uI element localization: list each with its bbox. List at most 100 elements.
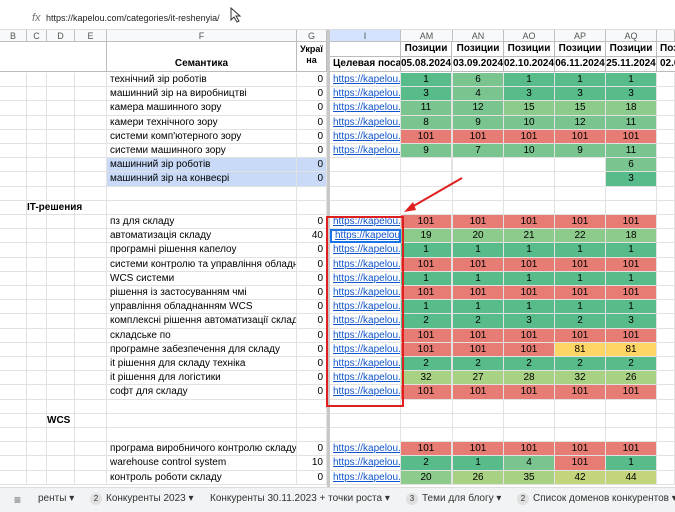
url[interactable]: https://kapelou.co bbox=[330, 470, 401, 485]
column-header[interactable]: C bbox=[27, 30, 47, 42]
position-cell: 18 bbox=[606, 229, 657, 244]
url[interactable]: https://kapelou.co bbox=[330, 144, 401, 159]
position-cell: 20 bbox=[401, 470, 452, 485]
position-cell: 101 bbox=[401, 328, 452, 343]
column-header[interactable]: F bbox=[107, 30, 297, 42]
cell bbox=[27, 186, 47, 201]
position-cell: 101 bbox=[453, 257, 504, 272]
url[interactable]: https://kapelou.co bbox=[330, 257, 401, 272]
cell bbox=[27, 428, 47, 443]
cell bbox=[504, 399, 555, 414]
position-cell: 2 bbox=[401, 314, 452, 329]
tab-label: Конкуренты 30.11.2023 + точки роста bbox=[210, 493, 383, 504]
header-cell: Позиции bbox=[657, 42, 675, 57]
cell bbox=[27, 342, 47, 357]
position-cell bbox=[453, 158, 504, 173]
header-cell bbox=[330, 42, 401, 57]
url[interactable]: https://kapelou.co bbox=[330, 442, 401, 457]
position-cell: 101 bbox=[453, 286, 504, 301]
position-cell: 32 bbox=[401, 371, 452, 386]
position-cell: 18 bbox=[606, 101, 657, 116]
column-header[interactable]: AP bbox=[555, 30, 606, 42]
position-cell: 101 bbox=[401, 385, 452, 400]
url[interactable]: https://kapelou.co bbox=[330, 115, 401, 130]
position-cell: 12 bbox=[453, 101, 504, 116]
g-value: 10 bbox=[297, 456, 327, 471]
url[interactable]: https://kapelou.co bbox=[330, 243, 401, 258]
column-header[interactable]: B bbox=[0, 30, 27, 42]
cell bbox=[0, 144, 27, 159]
cell bbox=[27, 129, 47, 144]
position-cell: 1 bbox=[453, 271, 504, 286]
tab[interactable]: Конкуренты 30.11.2023 + точки роста ▾ bbox=[210, 487, 390, 512]
cell bbox=[657, 357, 675, 372]
header-cell bbox=[0, 42, 107, 72]
url[interactable]: https://kapelou.co bbox=[330, 342, 401, 357]
header-cell: 25.11.2024 bbox=[606, 57, 657, 72]
cell bbox=[453, 186, 504, 201]
url[interactable]: https://kapelou.co bbox=[330, 385, 401, 400]
url[interactable]: https://kapelou.co bbox=[330, 300, 401, 315]
url[interactable]: https://kapelou.co bbox=[330, 314, 401, 329]
url[interactable]: https://kapelou.co bbox=[330, 371, 401, 386]
column-header[interactable]: AQ bbox=[606, 30, 657, 42]
position-cell: 9 bbox=[555, 144, 606, 159]
position-cell: 101 bbox=[606, 328, 657, 343]
position-cell: 6 bbox=[453, 73, 504, 88]
cell bbox=[555, 200, 606, 215]
position-cell: 8 bbox=[401, 115, 452, 130]
tab[interactable]: 2 Конкуренты 2023 ▾ bbox=[90, 487, 194, 512]
cell bbox=[504, 413, 555, 428]
cell bbox=[75, 158, 107, 173]
cell bbox=[27, 328, 47, 343]
position-cell: 26 bbox=[453, 470, 504, 485]
g-value: 0 bbox=[297, 300, 327, 315]
url[interactable]: https://kapelou.co bbox=[330, 286, 401, 301]
cell bbox=[27, 300, 47, 315]
column-header[interactable]: AN bbox=[453, 30, 504, 42]
cell bbox=[330, 200, 401, 215]
url[interactable]: https://kapelou.co bbox=[330, 456, 401, 471]
position-cell: 11 bbox=[606, 115, 657, 130]
tab[interactable]: 3 Теми для блогу ▾ bbox=[406, 487, 501, 512]
tab-arrow: ▾ bbox=[382, 493, 390, 504]
tab[interactable]: ренты ▾ bbox=[38, 487, 74, 512]
url[interactable]: https://kapelou.co bbox=[330, 129, 401, 144]
column-header[interactable]: I bbox=[330, 30, 401, 42]
url[interactable]: https://kapelou.co bbox=[330, 87, 401, 102]
position-cell: 3 bbox=[606, 172, 657, 187]
column-header[interactable]: E bbox=[75, 30, 107, 42]
column-header[interactable]: D bbox=[47, 30, 75, 42]
tab[interactable]: 2 Список доменов конкурентов ▾ bbox=[517, 487, 675, 512]
header-cell: Украї на bbox=[297, 42, 327, 72]
cell bbox=[27, 73, 47, 88]
cell bbox=[0, 413, 27, 428]
column-header[interactable]: G bbox=[297, 30, 327, 42]
keyword: рішення із застосуванням чмі bbox=[107, 286, 297, 301]
url[interactable]: https://kapelou.co bbox=[330, 73, 401, 88]
column-header[interactable]: AO bbox=[504, 30, 555, 42]
cell bbox=[27, 87, 47, 102]
cell bbox=[75, 470, 107, 485]
column-header[interactable]: AM bbox=[401, 30, 453, 42]
url[interactable]: https://kapelou.co bbox=[330, 357, 401, 372]
keyword: камери технічного зору bbox=[107, 115, 297, 130]
cell bbox=[27, 257, 47, 272]
position-cell: 7 bbox=[453, 144, 504, 159]
keyword: управління обладнанням WCS bbox=[107, 300, 297, 315]
url[interactable]: https://kapelou.co bbox=[330, 271, 401, 286]
url[interactable]: https://kapelou.co bbox=[330, 229, 401, 244]
keyword: камера машинного зору bbox=[107, 101, 297, 116]
position-cell: 2 bbox=[453, 314, 504, 329]
position-cell: 1 bbox=[555, 243, 606, 258]
cell bbox=[75, 229, 107, 244]
keyword: системи контролю та управління обладнанн… bbox=[107, 257, 297, 272]
cell bbox=[75, 399, 107, 414]
url[interactable]: https://kapelou.co bbox=[330, 101, 401, 116]
cell bbox=[0, 371, 27, 386]
g-value: 0 bbox=[297, 144, 327, 159]
url[interactable]: https://kapelou.co bbox=[330, 328, 401, 343]
position-cell: 26 bbox=[606, 371, 657, 386]
cell bbox=[330, 399, 401, 414]
url[interactable]: https://kapelou.co bbox=[330, 215, 401, 230]
